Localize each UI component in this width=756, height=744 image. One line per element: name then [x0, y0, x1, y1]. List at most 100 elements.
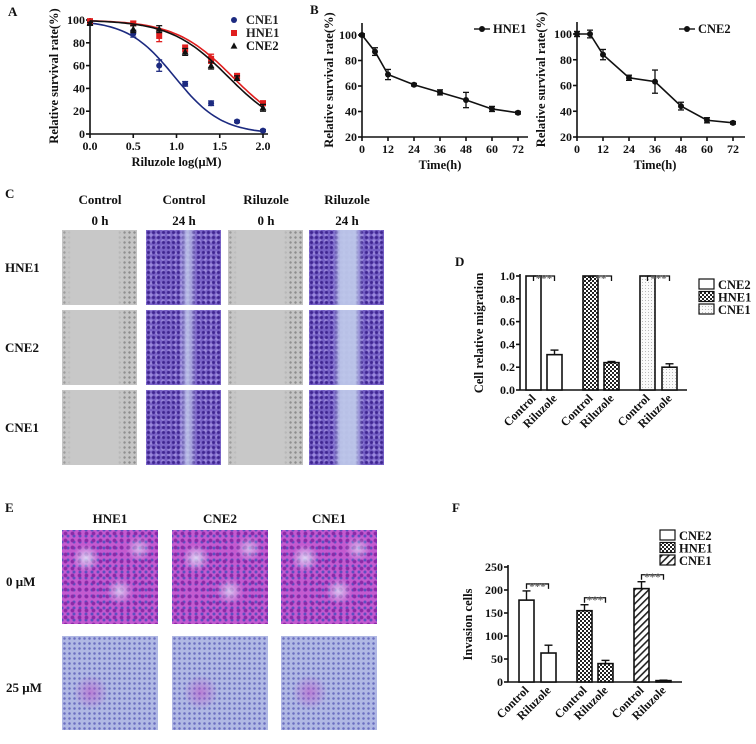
bar-cne1-riluzole — [661, 366, 678, 391]
y-tick-label: 40 — [73, 81, 85, 95]
y-tick-label: 40 — [345, 105, 357, 119]
y-tick-label: 40 — [560, 104, 572, 118]
row-label-cell-line: HNE1 — [5, 260, 40, 275]
column-header-time: 0 h — [257, 213, 275, 228]
row-label-concentration: 25 μM — [6, 680, 42, 695]
y-tick-label: 20 — [73, 104, 85, 118]
data-point-cne2 — [704, 117, 710, 124]
column-header-condition: Riluzole — [243, 192, 289, 207]
legend-label: CNE2 — [679, 529, 712, 543]
x-tick-label: 12 — [597, 142, 609, 156]
bar-cne2-control — [525, 275, 542, 391]
legend-marker — [231, 17, 237, 23]
data-point-cne2 — [129, 25, 137, 32]
row-label-cell-line: CNE2 — [5, 340, 39, 355]
transwell-invasion-image — [172, 636, 268, 730]
column-header-condition: Riluzole — [324, 192, 370, 207]
significance-stars: *** — [650, 273, 667, 285]
legend-label: HNE1 — [718, 291, 751, 305]
column-header-cell-line: CNE1 — [312, 511, 346, 526]
significance-bracket — [640, 574, 665, 580]
y-tick-label: 1.0 — [500, 269, 515, 283]
wound-healing-image — [228, 310, 303, 385]
data-point-hne1 — [515, 109, 521, 116]
legend-swatch-cne2 — [659, 529, 676, 541]
data-point-cne2 — [155, 25, 163, 32]
data-point-hne1 — [359, 32, 365, 38]
data-point-cne1 — [182, 80, 189, 87]
y-tick-label: 0 — [497, 675, 503, 689]
y-tick-label: 60 — [560, 79, 572, 93]
y-tick-label: 60 — [73, 59, 85, 73]
significance-stars: ** — [596, 273, 608, 285]
transwell-invasion-image — [281, 636, 377, 730]
x-tick-label: 36 — [649, 142, 661, 156]
data-point-cne1 — [234, 118, 241, 125]
x-tick-label: 0.0 — [83, 139, 98, 153]
legend-label: CNE2 — [698, 22, 731, 36]
data-point-cne2 — [600, 51, 606, 58]
data-point-cne2 — [678, 103, 684, 110]
significance-bracket — [589, 275, 613, 281]
data-point-cne2 — [86, 19, 94, 27]
y-axis-label: Relative survival rate(%) — [47, 8, 61, 143]
wound-healing-image — [228, 230, 303, 305]
y-tick-label: 100 — [485, 629, 503, 643]
x-tick-label: 24 — [408, 142, 420, 156]
wound-healing-image — [309, 310, 384, 385]
data-point-cne1 — [208, 100, 215, 107]
x-tick-label: 48 — [460, 142, 472, 156]
y-tick-label: 100 — [339, 28, 357, 42]
fit-curve-cne1 — [89, 22, 264, 133]
wound-healing-image — [146, 230, 221, 305]
bar-cne1-control — [633, 587, 650, 683]
x-tick-label: 60 — [701, 142, 713, 156]
bar-cne2-control — [518, 599, 535, 683]
significance-stars: *** — [536, 273, 553, 285]
data-point-cne1 — [156, 62, 163, 69]
data-point-hne1 — [208, 55, 215, 62]
y-axis-label: Relative survival rate(%) — [534, 12, 548, 147]
panel-label-b: B — [310, 2, 319, 17]
y-tick-label: 0.2 — [500, 360, 515, 374]
significance-stars: *** — [529, 581, 546, 593]
x-tick-label: 24 — [623, 142, 635, 156]
wound-healing-image — [309, 390, 384, 465]
y-tick-label: 100 — [67, 13, 85, 27]
x-tick-label: 0.5 — [126, 139, 141, 153]
data-point-hne1 — [156, 32, 163, 39]
legend-label: CNE1 — [246, 13, 279, 27]
y-tick-label: 80 — [345, 54, 357, 68]
y-tick-label: 80 — [560, 53, 572, 67]
x-tick-label: 2.0 — [256, 139, 271, 153]
y-tick-label: 20 — [560, 130, 572, 144]
y-tick-label: 0.6 — [500, 315, 515, 329]
y-axis-label: Cell relative migration — [472, 273, 486, 394]
panel-label-d: D — [455, 254, 465, 269]
x-tick-label: 12 — [382, 142, 394, 156]
column-header-cell-line: CNE2 — [203, 511, 237, 526]
x-tick-label: 60 — [486, 142, 498, 156]
legend-marker — [231, 30, 237, 36]
legend-label: CNE1 — [718, 303, 751, 317]
data-point-hne1 — [260, 100, 266, 107]
data-point-cne2 — [574, 31, 580, 37]
data-point-hne1 — [463, 97, 469, 104]
x-tick-label: 0 — [574, 142, 580, 156]
x-tick-label: 48 — [675, 142, 687, 156]
x-tick-label: 72 — [727, 142, 739, 156]
data-point-cne2 — [626, 74, 632, 81]
wound-healing-image — [309, 230, 384, 305]
significance-bracket — [646, 275, 671, 281]
data-point-hne1 — [411, 81, 417, 88]
column-header-condition: Control — [78, 192, 122, 207]
y-tick-label: 60 — [345, 79, 357, 93]
data-point-cne1 — [260, 127, 266, 134]
x-tick-label: 1.0 — [169, 139, 184, 153]
column-header-condition: Control — [162, 192, 206, 207]
column-header-time: 0 h — [91, 213, 109, 228]
legend-label: CNE1 — [679, 554, 712, 568]
legend-label: HNE1 — [246, 26, 279, 40]
y-tick-label: 0.0 — [500, 383, 515, 397]
legend-swatch-cne1 — [659, 554, 676, 566]
